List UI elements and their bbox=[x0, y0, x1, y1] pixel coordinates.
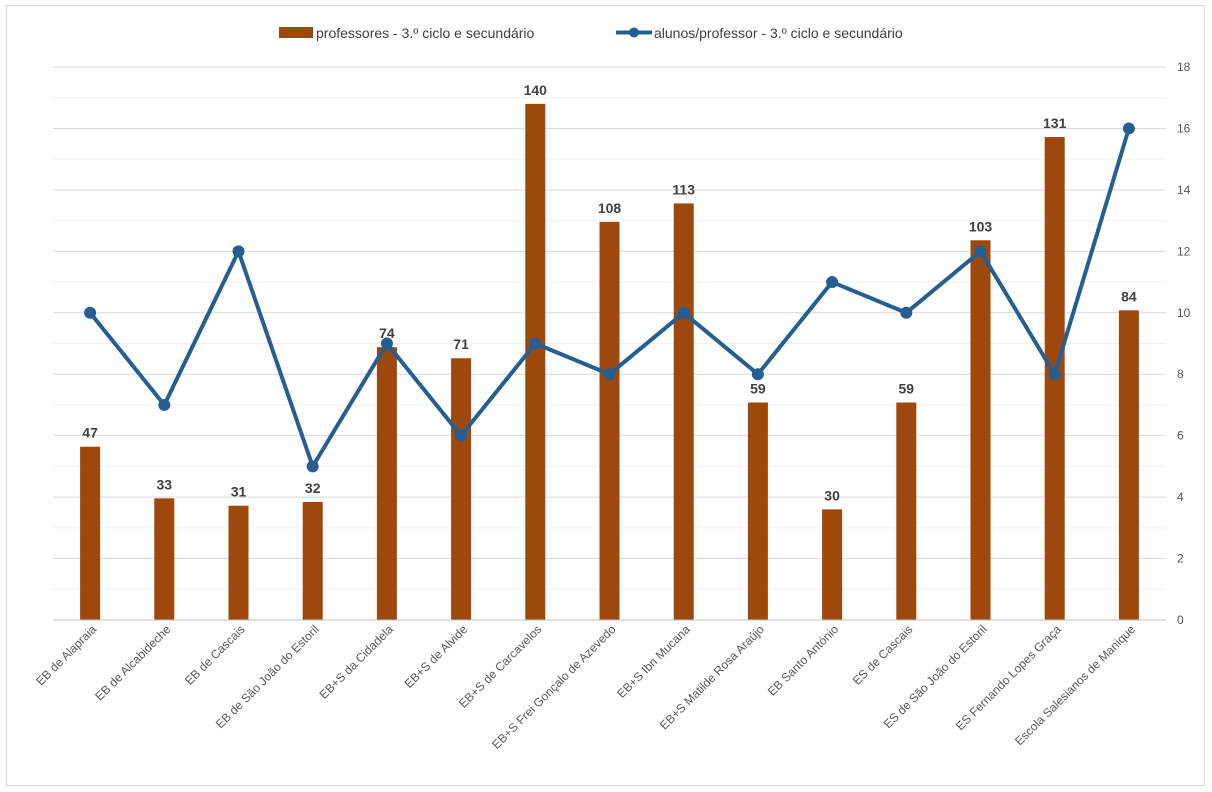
bar-value-label: 31 bbox=[231, 484, 247, 500]
y-tick-label: 6 bbox=[1177, 429, 1184, 443]
data-labels: 47 33 31 32 74 71 140 108 113 59 30 59 103 131 84 bbox=[82, 82, 1137, 504]
bar-series bbox=[80, 103, 1139, 621]
bar bbox=[154, 498, 175, 620]
bar-value-label: 32 bbox=[305, 480, 321, 496]
legend-label-line: alunos/professor - 3.º ciclo e secundári… bbox=[654, 25, 903, 41]
x-tick-label: Escola Salesianos de Manique bbox=[1012, 622, 1138, 748]
bar bbox=[599, 221, 620, 620]
bar-value-label: 30 bbox=[824, 487, 840, 503]
y-tick-label: 10 bbox=[1177, 306, 1191, 320]
line-point bbox=[826, 276, 839, 289]
bar-value-label: 33 bbox=[157, 476, 173, 492]
line-point bbox=[84, 306, 97, 319]
bar bbox=[896, 402, 917, 620]
line-point bbox=[306, 460, 319, 473]
bar-value-label: 108 bbox=[598, 200, 622, 216]
x-tick-label: EB+S Frei Gonçalo de Azevedo bbox=[489, 622, 619, 752]
bar bbox=[1118, 310, 1139, 620]
y-tick-label: 18 bbox=[1177, 60, 1191, 74]
line-point bbox=[232, 245, 245, 258]
bar bbox=[228, 505, 249, 620]
x-tick-label: EB Santo António bbox=[765, 622, 842, 699]
bar bbox=[822, 509, 843, 620]
line-point bbox=[751, 368, 764, 381]
line-point bbox=[455, 429, 468, 442]
legend-swatch-bar bbox=[279, 27, 313, 38]
y-tick-label: 0 bbox=[1177, 613, 1184, 627]
bar-value-label: 74 bbox=[379, 325, 395, 341]
bar-value-label: 103 bbox=[969, 218, 993, 234]
bar bbox=[451, 358, 472, 620]
line-point bbox=[380, 337, 393, 350]
x-tick-label: ES de Cascais bbox=[850, 622, 916, 688]
x-tick-label: EB de Alcabideche bbox=[92, 622, 173, 703]
y-tick-label: 12 bbox=[1177, 244, 1191, 258]
bar bbox=[302, 502, 323, 620]
bar bbox=[747, 402, 768, 620]
x-tick-label: EB de Alapraia bbox=[33, 622, 99, 688]
x-tick-label: EB+S Ibn Mucana bbox=[614, 622, 693, 701]
line-point bbox=[1122, 122, 1135, 135]
legend-swatch-marker bbox=[629, 27, 639, 38]
bar bbox=[673, 203, 694, 620]
bar-value-label: 59 bbox=[899, 380, 915, 396]
y-tick-label: 16 bbox=[1177, 121, 1191, 135]
line-point bbox=[974, 245, 987, 258]
y-tick-label: 2 bbox=[1177, 552, 1184, 566]
bar bbox=[376, 347, 397, 620]
line-series bbox=[84, 122, 1135, 473]
y-tick-label: 4 bbox=[1177, 490, 1184, 504]
line-point bbox=[900, 306, 913, 319]
bar-value-label: 47 bbox=[82, 425, 98, 441]
bar bbox=[525, 103, 546, 620]
bar bbox=[970, 240, 991, 621]
x-tick-label: EB de Cascais bbox=[182, 622, 248, 688]
bar-value-label: 113 bbox=[672, 181, 695, 197]
bar-value-label: 84 bbox=[1121, 288, 1137, 304]
legend: professores - 3.º ciclo e secundário alu… bbox=[279, 25, 903, 41]
line-point bbox=[677, 306, 690, 319]
x-tick-label: EB+S de Carcavelos bbox=[456, 622, 544, 710]
bar-value-label: 131 bbox=[1043, 115, 1067, 131]
line-point bbox=[603, 368, 616, 381]
bar bbox=[80, 446, 101, 620]
line-point bbox=[158, 398, 171, 411]
line-point bbox=[529, 337, 542, 350]
x-tick-label: EB+S de Alvide bbox=[402, 622, 471, 691]
line-point bbox=[1048, 368, 1061, 381]
bar-value-label: 140 bbox=[524, 82, 548, 98]
x-tick-label: EB+S da Cidadela bbox=[317, 622, 397, 702]
bar-value-label: 71 bbox=[453, 336, 469, 352]
bar-value-label: 59 bbox=[750, 380, 766, 396]
legend-label-bar: professores - 3.º ciclo e secundário bbox=[316, 25, 535, 41]
y-tick-label: 14 bbox=[1177, 183, 1191, 197]
y-tick-label: 8 bbox=[1177, 367, 1184, 381]
